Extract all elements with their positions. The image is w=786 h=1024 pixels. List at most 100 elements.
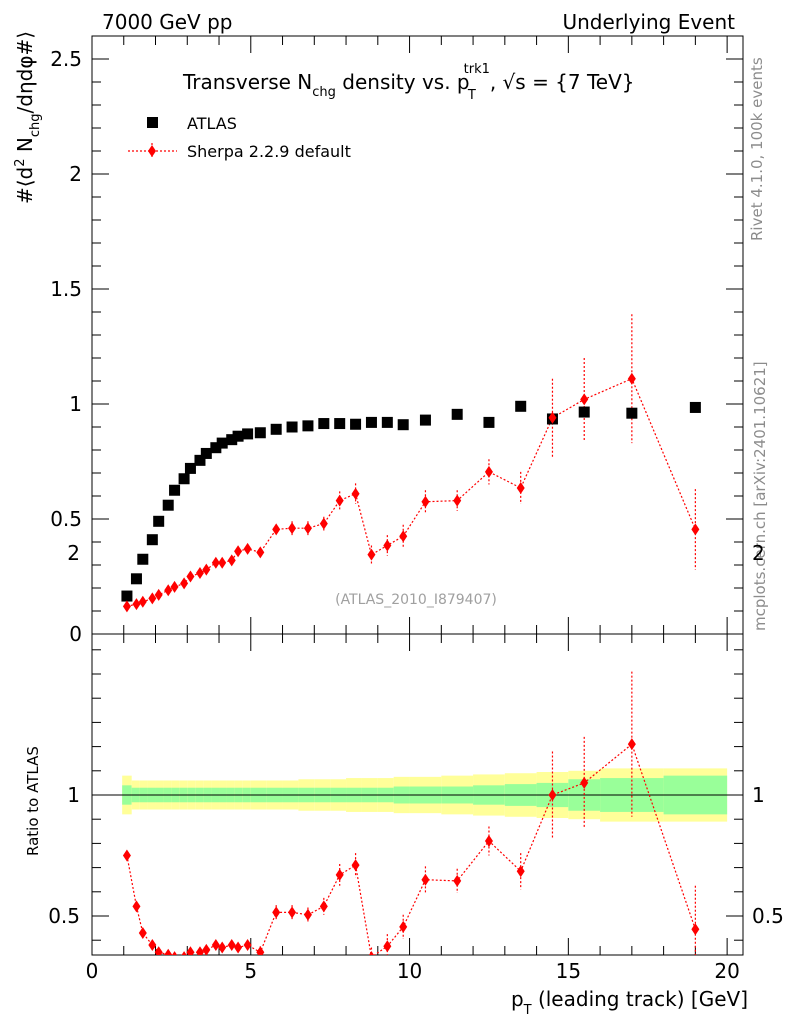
- sherpa-point: [211, 556, 220, 569]
- sherpa-point: [164, 584, 173, 597]
- main-data-layer: [121, 314, 701, 613]
- x-tick-label: 5: [244, 959, 257, 983]
- atlas-point: [334, 418, 346, 430]
- atlas-point: [381, 416, 393, 428]
- ratio-point: [351, 859, 360, 872]
- ratio-y-tick-label-right: 0.5: [752, 904, 784, 928]
- atlas-point: [232, 430, 244, 442]
- ratio-point: [627, 738, 636, 751]
- main-panel: 0 0.5 1 1.5 2 2.5: [50, 35, 744, 646]
- atlas-point: [242, 428, 254, 440]
- ratio-point: [186, 946, 195, 955]
- chart-title: Transverse Nchg density vs. ptrk1 T, √s =…: [182, 62, 635, 103]
- legend-atlas-marker: [147, 117, 158, 128]
- header-right: Underlying Event: [562, 10, 735, 34]
- atlas-point: [515, 400, 527, 412]
- atlas-point: [270, 423, 282, 435]
- ratio-point: [453, 874, 462, 887]
- ratio-point: [171, 951, 178, 955]
- sherpa-point: [288, 522, 297, 535]
- sherpa-point: [132, 598, 141, 611]
- x-tick-label: 15: [556, 959, 581, 983]
- legend-sherpa-marker: [148, 145, 156, 157]
- ratio-point: [256, 946, 265, 955]
- sherpa-point: [186, 570, 195, 583]
- x-tick-label: 20: [714, 959, 739, 983]
- sherpa-point: [202, 563, 211, 576]
- sherpa-point: [548, 411, 557, 424]
- mcplots-label: mcplots.cern.ch [arXiv:2401.10621]: [751, 361, 769, 631]
- atlas-point: [689, 401, 701, 413]
- ratio-point: [218, 941, 227, 954]
- ratio-point: [148, 939, 157, 952]
- ratio-point: [421, 873, 430, 886]
- sherpa-point: [227, 554, 236, 567]
- sherpa-point: [154, 588, 163, 601]
- y-tick-label: 0: [69, 622, 82, 646]
- atlas-point: [626, 407, 638, 419]
- atlas-point: [286, 421, 298, 433]
- atlas-point: [200, 447, 212, 459]
- ratio-point: [548, 789, 557, 801]
- atlas-point: [210, 442, 222, 454]
- ratio-y-tick-label: 0.5: [48, 904, 80, 928]
- sherpa-point: [256, 546, 265, 559]
- ratio-point: [368, 951, 375, 955]
- ratio-point: [691, 923, 700, 936]
- sherpa-point: [580, 393, 589, 406]
- sherpa-point: [138, 595, 147, 608]
- atlas-point: [397, 419, 409, 431]
- ratio-point: [234, 941, 243, 954]
- atlas-point: [578, 406, 590, 418]
- atlas-point: [365, 416, 377, 428]
- sherpa-point: [383, 539, 392, 552]
- sherpa-point: [180, 577, 189, 590]
- sherpa-point: [243, 542, 252, 555]
- analysis-watermark: (ATLAS_2010_I879407): [335, 592, 497, 608]
- ratio-panel: 0.5 0.5 1 1 2 2: [48, 541, 784, 956]
- sherpa-point: [148, 592, 157, 605]
- sherpa-point: [170, 580, 179, 593]
- atlas-point: [162, 499, 174, 511]
- sherpa-point: [218, 556, 227, 569]
- ratio-y-tick-labels: 0.5 0.5 1 1 2 2: [48, 541, 784, 928]
- atlas-point: [318, 418, 330, 430]
- main-y-tick-labels: 0 0.5 1 1.5 2 2.5: [50, 47, 82, 646]
- atlas-point: [137, 553, 149, 565]
- ratio-data-layer: [122, 671, 700, 955]
- ratio-point: [243, 939, 252, 952]
- atlas-point: [130, 573, 142, 585]
- x-axis-label: pT (leading track) [GeV]: [511, 987, 748, 1018]
- ratio-point: [303, 908, 312, 921]
- sherpa-point: [234, 545, 243, 558]
- sherpa-point: [691, 523, 700, 536]
- ratio-point: [516, 865, 525, 878]
- sherpa-point: [195, 567, 204, 580]
- rivet-label: Rivet 4.1.0, 100k events: [748, 57, 766, 241]
- atlas-point: [216, 437, 228, 449]
- y-tick-label: 0.5: [50, 507, 82, 531]
- ratio-point: [195, 946, 204, 955]
- x-tick-label: 10: [397, 959, 422, 983]
- sherpa-point: [627, 372, 636, 385]
- ratio-y-tick-label-right: 1: [752, 783, 765, 807]
- ratio-y-tick-label: 2: [67, 541, 80, 565]
- sherpa-point: [319, 517, 328, 530]
- atlas-point: [302, 420, 314, 432]
- header-left: 7000 GeV pp: [102, 10, 233, 34]
- ratio-point: [132, 900, 141, 913]
- legend: ATLAS Sherpa 2.2.9 default: [128, 114, 351, 161]
- ratio-point: [399, 920, 408, 933]
- sherpa-point: [367, 548, 376, 561]
- atlas-point: [153, 515, 165, 527]
- atlas-point: [451, 408, 463, 420]
- ratio-point: [335, 868, 344, 881]
- sherpa-point: [303, 522, 312, 535]
- ratio-point: [288, 906, 297, 919]
- x-tick-label: 0: [86, 959, 99, 983]
- sherpa-point: [399, 530, 408, 543]
- y-axis-label: #⟨d2 Nchg/dηdφ#⟩: [13, 31, 43, 204]
- atlas-point: [178, 473, 190, 485]
- y-tick-label: 1.5: [50, 277, 82, 301]
- atlas-point: [483, 416, 495, 428]
